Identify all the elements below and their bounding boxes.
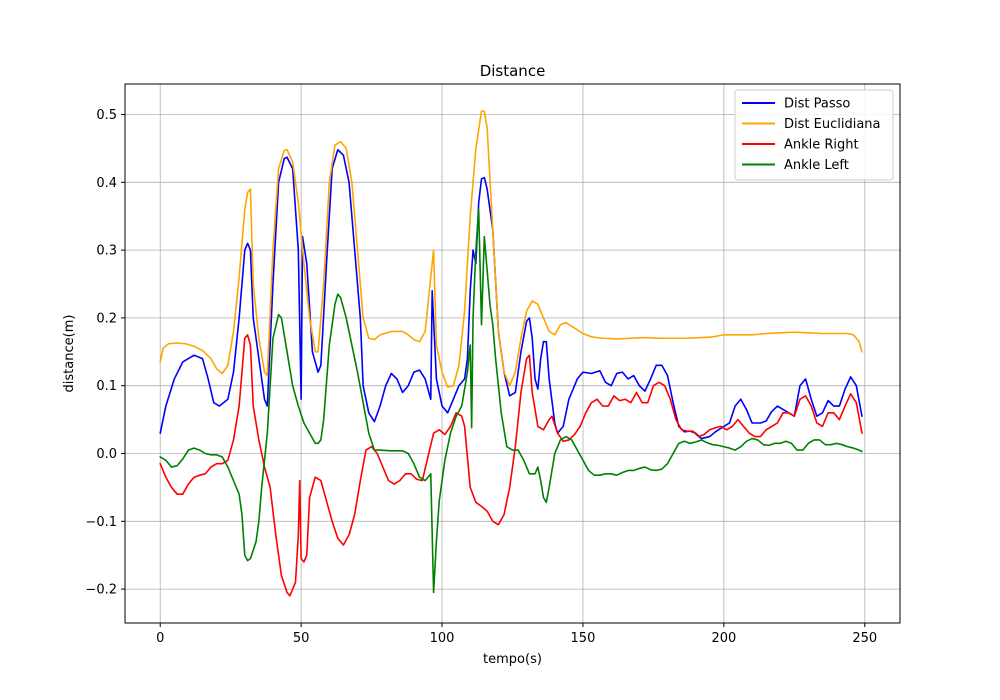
y-tick-label: 0.4 bbox=[96, 176, 117, 191]
plot-frame bbox=[124, 83, 901, 624]
y-tick-label: 0.5 bbox=[96, 108, 117, 123]
legend-label: Dist Passo bbox=[784, 97, 850, 112]
y-tick-label: −0.2 bbox=[85, 583, 117, 598]
x-axis-title: tempo(s) bbox=[483, 652, 542, 667]
series-layer bbox=[159, 110, 863, 597]
x-tick-label: 50 bbox=[293, 631, 310, 646]
y-axis-title: distance(m) bbox=[62, 315, 77, 393]
legend-label: Dist Euclidiana bbox=[784, 117, 880, 132]
x-tick-label: 150 bbox=[571, 631, 596, 646]
x-tick-label: 0 bbox=[156, 631, 164, 646]
x-tick-label: 200 bbox=[711, 631, 736, 646]
y-tick-label: 0.2 bbox=[96, 311, 117, 326]
y-tick-label: 0.1 bbox=[96, 379, 117, 394]
y-tick-label: 0.3 bbox=[96, 244, 117, 259]
y-tick-label: −0.1 bbox=[85, 515, 117, 530]
chart-title: Distance bbox=[480, 62, 546, 80]
legend: Dist Passo Dist Euclidiana Ankle Right Ankl… bbox=[734, 89, 894, 181]
x-tick-label: 250 bbox=[852, 631, 877, 646]
grid bbox=[125, 84, 900, 623]
ticks: 0 50 100 150 200 250 −0.2 −0.1 0.0 0.1 0.2 0.3 0.4 0.… bbox=[85, 108, 877, 646]
series-line-2 bbox=[159, 110, 863, 388]
series-line-3 bbox=[159, 334, 863, 597]
legend-label: Ankle Left bbox=[784, 158, 849, 173]
legend-label: Ankle Right bbox=[784, 138, 859, 153]
legend-box bbox=[734, 89, 894, 181]
y-tick-label: 0.0 bbox=[96, 447, 117, 462]
x-tick-label: 100 bbox=[430, 631, 455, 646]
series-line-4 bbox=[159, 208, 863, 594]
